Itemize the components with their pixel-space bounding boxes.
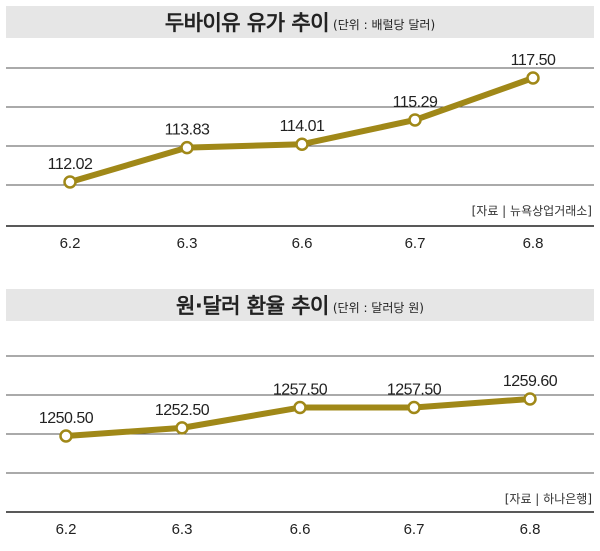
data-point <box>180 140 194 155</box>
x-tick-label: 6.6 <box>292 235 313 252</box>
x-tick-label: 6.6 <box>290 521 311 538</box>
x-tick-label: 6.3 <box>177 235 198 252</box>
data-label: 1250.50 <box>39 410 94 427</box>
data-point <box>175 421 189 435</box>
oil-price-chart: 두바이유 유가 추이 (단위 : 배럴당 달러) 112.02 6.2 113.83… <box>0 0 600 268</box>
data-label: 114.01 <box>280 118 325 135</box>
chart-title: 두바이유 유가 추이 <box>164 11 330 35</box>
data-point <box>408 113 422 127</box>
data-point <box>59 429 73 443</box>
chart-unit-note: (단위 : 배럴당 달러) <box>333 17 436 32</box>
x-tick-label: 6.7 <box>405 235 426 252</box>
chart-unit-note: (단위 : 달러당 원) <box>332 300 424 315</box>
x-tick-label: 6.3 <box>172 521 193 538</box>
data-point <box>295 137 309 151</box>
data-label: 117.50 <box>511 52 556 69</box>
chart-source: [자료 | 하나은행] <box>504 492 592 506</box>
data-label: 1257.50 <box>273 382 328 399</box>
data-label: 1252.50 <box>155 402 210 419</box>
x-tick-label: 6.8 <box>523 235 544 252</box>
x-tick-label: 6.8 <box>520 521 541 538</box>
data-point <box>523 392 537 406</box>
data-label: 112.02 <box>48 156 93 173</box>
line-chart-plot: 112.02 6.2 113.83 6.3 114.01 6.6 115.29 6.7 117.… <box>6 52 594 252</box>
x-tick-label: 6.2 <box>56 521 77 538</box>
data-label: 113.83 <box>165 122 210 139</box>
chart-title-bar: 두바이유 유가 추이 (단위 : 배럴당 달러) <box>6 6 594 38</box>
chart-source: [자료 | 뉴욕상업거래소] <box>471 204 592 218</box>
data-label: 1259.60 <box>503 373 558 390</box>
data-point <box>407 400 421 415</box>
data-point <box>526 71 540 85</box>
data-point <box>293 400 307 415</box>
exchange-rate-chart: 원·달러 환율 추이 (단위 : 달러당 원) 1250.50 6.2 1252.5… <box>0 283 600 551</box>
x-tick-label: 6.2 <box>60 235 81 252</box>
data-point <box>63 175 77 189</box>
data-label: 1257.50 <box>387 382 442 399</box>
data-label: 115.29 <box>393 94 438 111</box>
line-chart-plot: 1250.50 6.2 1252.50 6.3 1257.50 6.6 1257.50 6.7… <box>6 355 594 538</box>
chart-title: 원·달러 환율 추이 <box>176 294 329 318</box>
x-tick-label: 6.7 <box>404 521 425 538</box>
chart-title-bar: 원·달러 환율 추이 (단위 : 달러당 원) <box>6 289 594 321</box>
